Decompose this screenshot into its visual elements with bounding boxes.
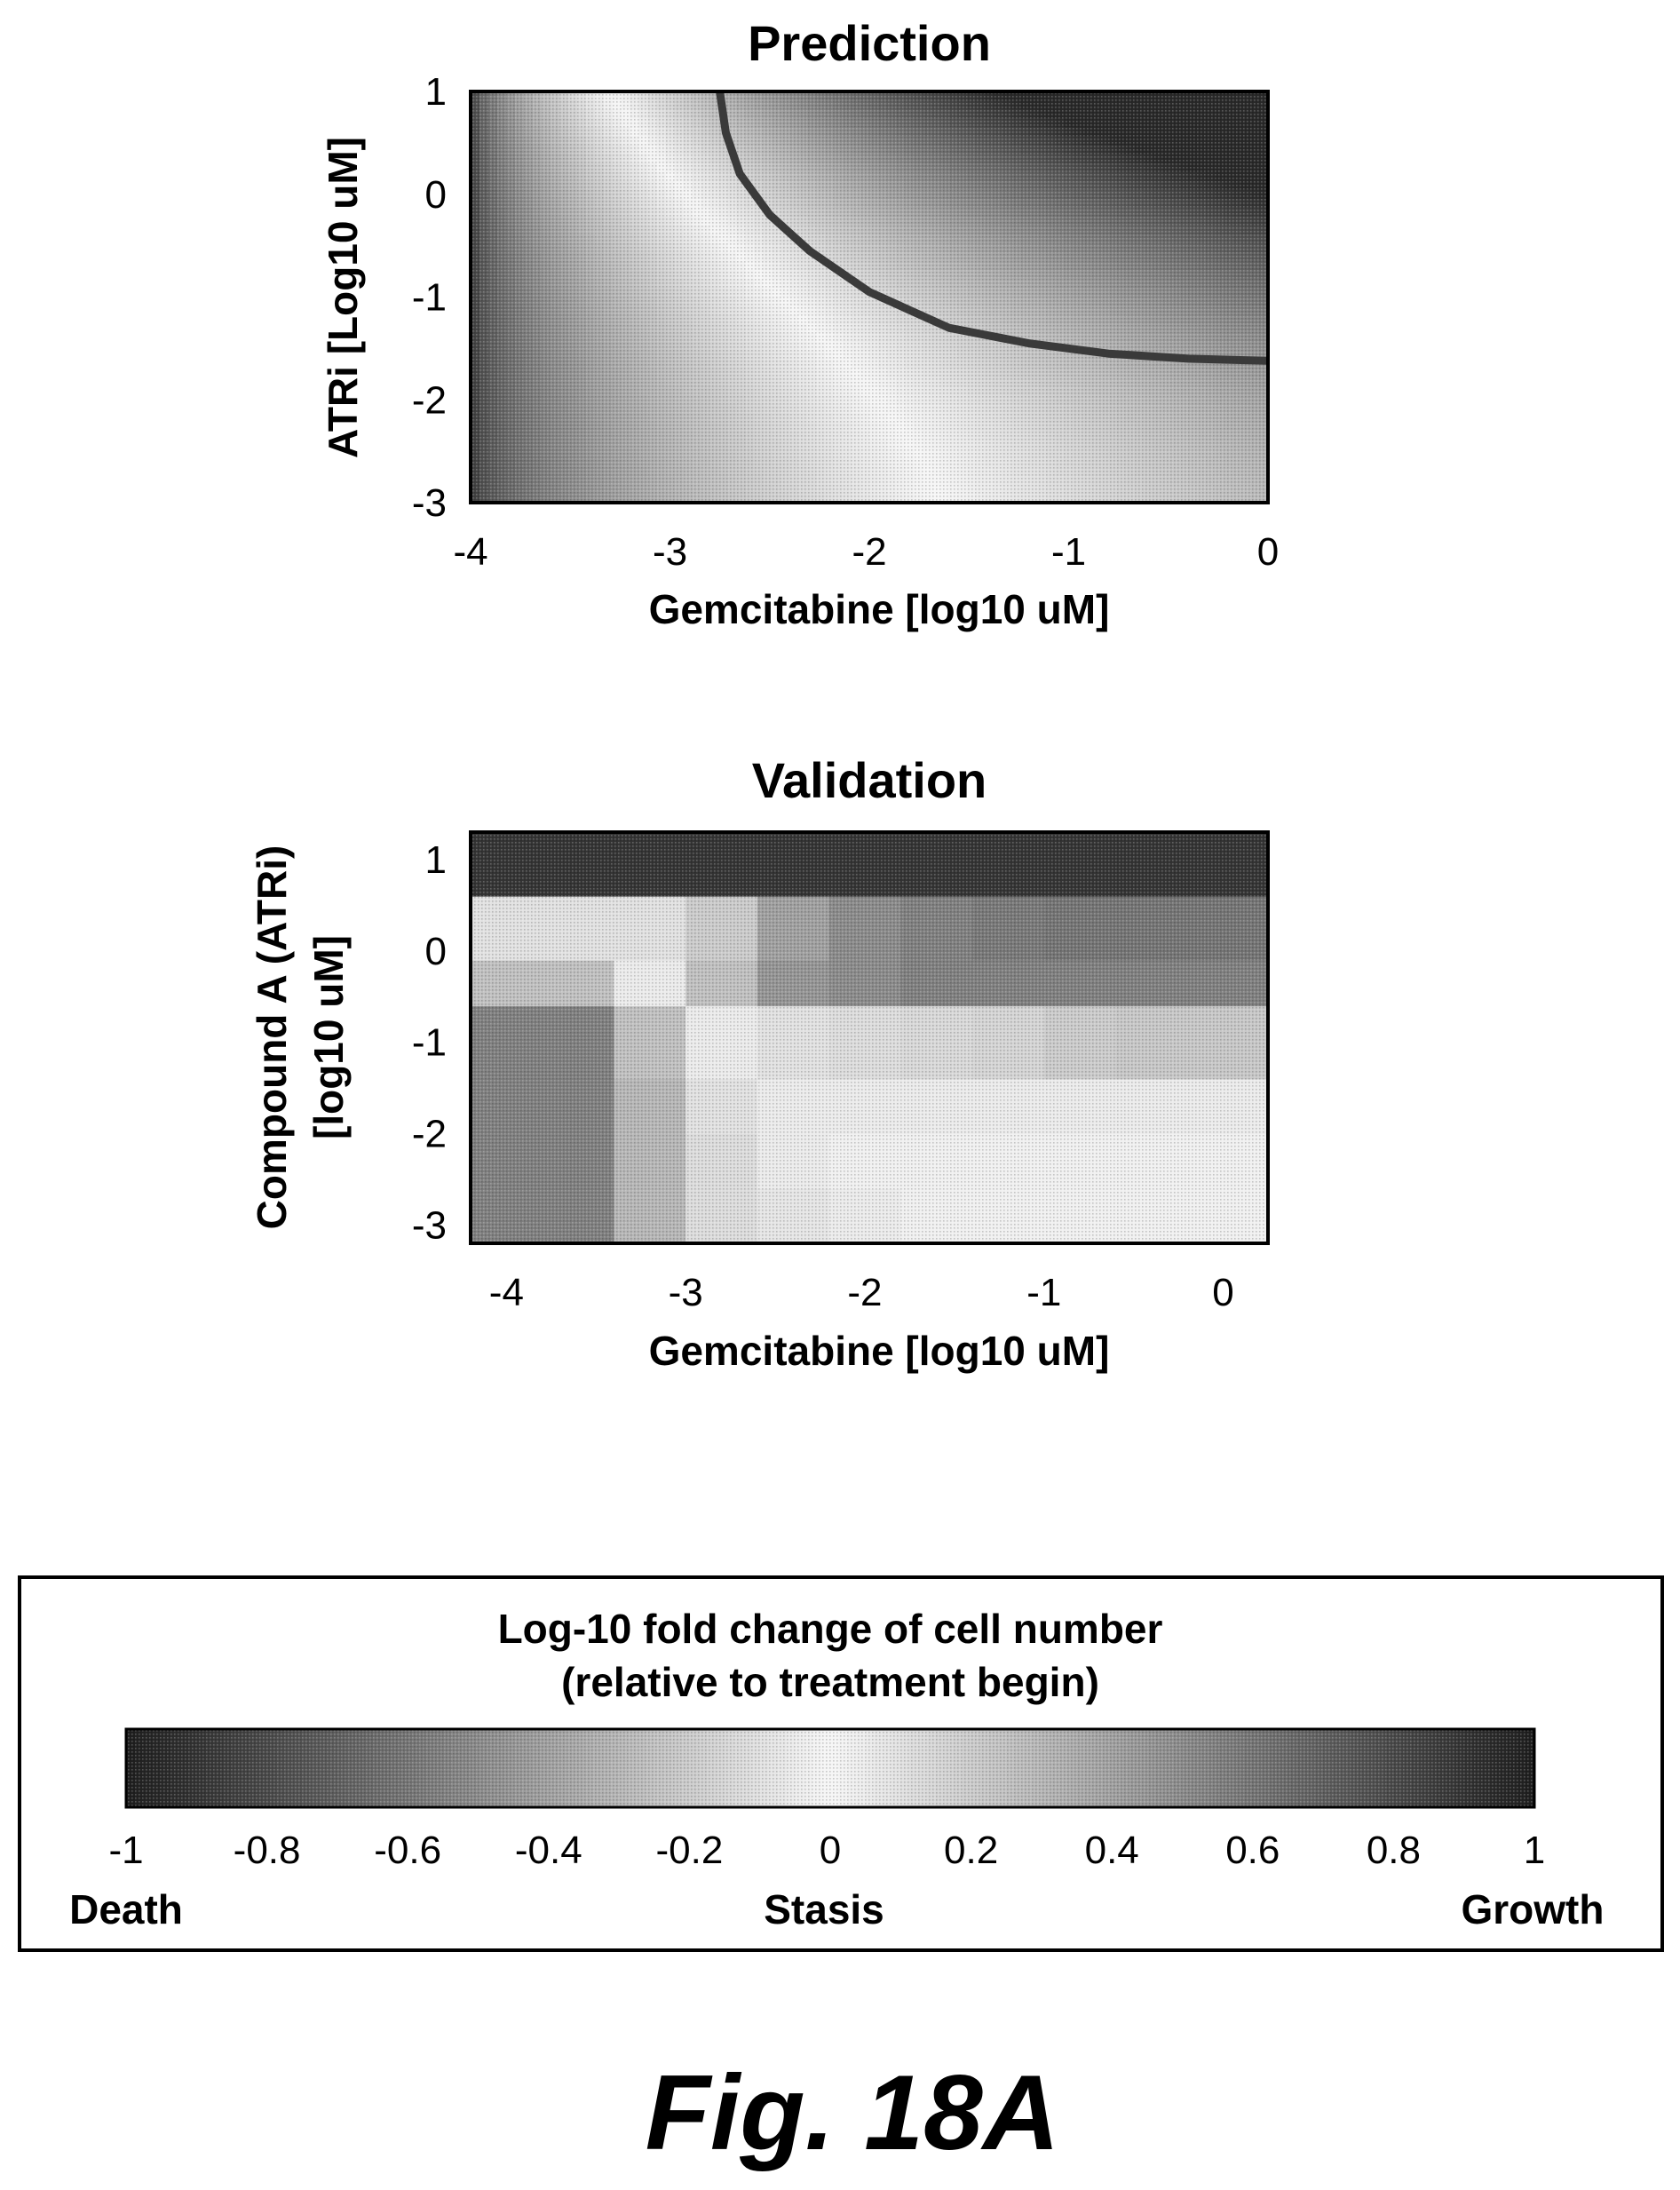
colorbar-growth-label: Growth bbox=[1462, 1886, 1605, 1932]
colorbar-title-line-2: (relative to treatment begin) bbox=[561, 1659, 1099, 1705]
colorbar-tick-label: 0.4 bbox=[1085, 1829, 1139, 1872]
prediction-contour-curve bbox=[716, 91, 1268, 365]
prediction-y-tick-label: -1 bbox=[412, 276, 447, 320]
validation-x-ticks: -4 -3 -2 -1 0 bbox=[489, 1271, 1234, 1314]
colorbar-tick-label: -1 bbox=[108, 1829, 143, 1872]
colorbar-legend: Log-10 fold change of cell number (relat… bbox=[18, 1575, 1664, 1952]
colorbar-box bbox=[18, 1575, 1664, 1952]
colorbar-texture bbox=[126, 1729, 1534, 1807]
colorbar-tick-label: -0.8 bbox=[234, 1829, 301, 1872]
prediction-x-tick-label: -2 bbox=[852, 530, 886, 574]
prediction-x-tick-label: -1 bbox=[1051, 530, 1086, 574]
prediction-x-tick-label: -3 bbox=[653, 530, 687, 574]
colorbar-frame bbox=[124, 1727, 1536, 1809]
prediction-chart: Prediction -4 -3 -2 -1 0 10-1-2-3 Gemcitabin… bbox=[320, 15, 1279, 632]
validation-x-tick-label: 0 bbox=[1212, 1271, 1233, 1314]
validation-x-axis-label: Gemcitabine [log10 uM] bbox=[649, 1328, 1110, 1374]
prediction-x-tick-label: -4 bbox=[453, 530, 487, 574]
validation-texture bbox=[471, 832, 1268, 1243]
colorbar-title-line-1: Log-10 fold change of cell number bbox=[498, 1606, 1163, 1652]
prediction-title: Prediction bbox=[748, 15, 991, 71]
colorbar-ticks: -1 -0.8 -0.6 -0.4 -0.2 0 0.2 0.4 0.6 0.8 1 bbox=[108, 1829, 1545, 1872]
prediction-texture bbox=[471, 91, 1268, 503]
validation-x-tick-label: -4 bbox=[489, 1271, 524, 1314]
validation-y-tick-label: -3 bbox=[412, 1203, 447, 1247]
colorbar-tick-label: 0.8 bbox=[1367, 1829, 1421, 1872]
prediction-y-tick-label: 0 bbox=[425, 173, 447, 217]
prediction-y-tick-label: 1 bbox=[425, 70, 447, 114]
prediction-y-tick-label: -3 bbox=[412, 481, 447, 525]
colorbar-tick-label: 0.2 bbox=[944, 1829, 998, 1872]
validation-y-axis-label-line-1: Compound A (ATRi) bbox=[249, 845, 295, 1230]
colorbar-tick-label: 0.6 bbox=[1225, 1829, 1280, 1872]
colorbar-tick-label: 0 bbox=[820, 1829, 841, 1872]
validation-heatmap bbox=[471, 832, 1269, 1244]
validation-y-tick-label: -1 bbox=[412, 1021, 447, 1065]
prediction-y-tick-label: -2 bbox=[412, 378, 447, 422]
validation-y-ticks: 1 0 -1 -2 -3 bbox=[412, 838, 447, 1248]
colorbar-tick-label: 1 bbox=[1524, 1829, 1545, 1872]
validation-x-tick-label: -3 bbox=[669, 1271, 703, 1314]
validation-x-tick-label: -1 bbox=[1026, 1271, 1061, 1314]
figure-label: Fig. 18A bbox=[646, 2053, 1060, 2172]
colorbar-tick-label: -0.2 bbox=[655, 1829, 723, 1872]
validation-y-tick-label: -2 bbox=[412, 1113, 447, 1156]
validation-y-tick-label: 1 bbox=[425, 838, 447, 882]
prediction-heatmap bbox=[471, 91, 1268, 503]
prediction-y-axis-label: ATRi [Log10 uM] bbox=[320, 137, 366, 458]
prediction-x-ticks: -4 -3 -2 -1 0 bbox=[453, 530, 1279, 574]
prediction-x-tick-label: 0 bbox=[1257, 530, 1279, 574]
colorbar-tick-label: -0.6 bbox=[374, 1829, 441, 1872]
prediction-frame bbox=[469, 90, 1270, 504]
validation-x-tick-label: -2 bbox=[847, 1271, 882, 1314]
validation-frame bbox=[469, 830, 1270, 1245]
colorbar-tick-label: -0.4 bbox=[515, 1829, 582, 1872]
prediction-y-ticks: 1 0 -1 -2 -3 bbox=[412, 70, 447, 525]
prediction-x-axis-label: Gemcitabine [log10 uM] bbox=[649, 586, 1110, 632]
validation-y-tick-label: 0 bbox=[425, 930, 447, 973]
validation-chart: Validation -4 -3 -2 -1 0 1 0 -1 -2 -3 Gemcitabin… bbox=[249, 752, 1270, 1374]
colorbar-stasis-label: Stasis bbox=[764, 1886, 884, 1932]
validation-y-axis-label-line-2: [log10 uM] bbox=[305, 935, 352, 1139]
colorbar-death-label: Death bbox=[69, 1886, 183, 1932]
validation-title: Validation bbox=[752, 752, 987, 808]
